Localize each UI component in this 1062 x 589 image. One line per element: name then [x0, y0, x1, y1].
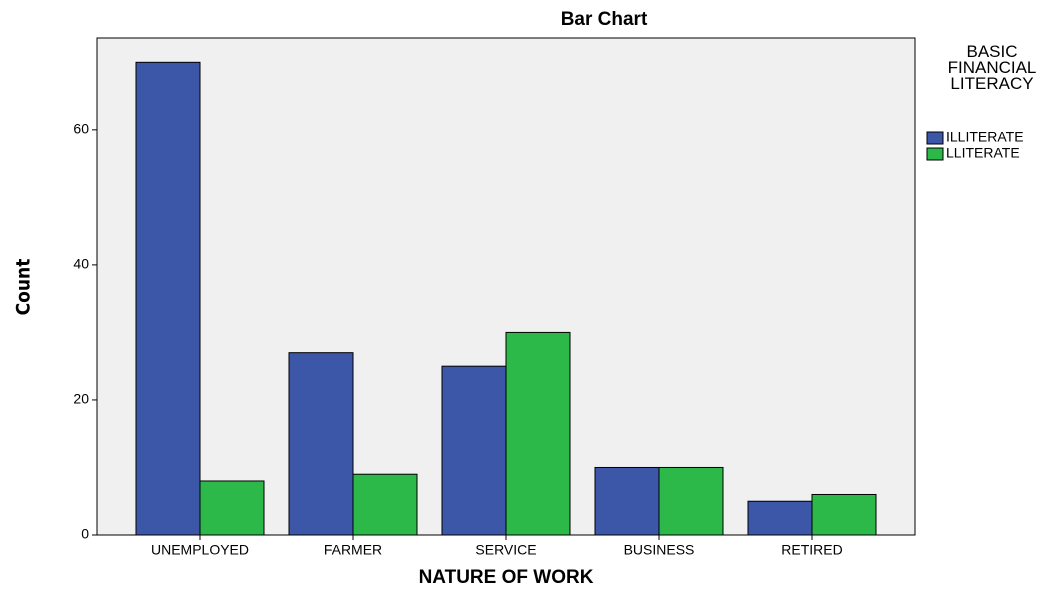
x-tick-label: FARMER — [324, 542, 382, 558]
bar — [352, 473, 418, 536]
x-axis-title: NATURE OF WORK — [419, 567, 594, 588]
chart-title: Bar Chart — [561, 9, 648, 30]
y-tick-label: 60 — [73, 121, 89, 137]
bar — [505, 331, 571, 536]
bar — [441, 365, 507, 536]
legend-label: LLITERATE — [946, 145, 1020, 161]
legend-label: ILLITERATE — [946, 129, 1024, 145]
y-tick-label: 40 — [73, 256, 89, 272]
legend-swatch — [926, 147, 944, 161]
x-tick-label: UNEMPLOYED — [151, 542, 249, 558]
y-axis-title: Count — [13, 259, 35, 316]
bar — [288, 352, 354, 536]
legend-swatch — [926, 131, 944, 145]
bar — [811, 493, 877, 536]
x-tick-label: BUSINESS — [624, 542, 695, 558]
y-tick-label: 0 — [81, 526, 89, 542]
bar — [594, 466, 660, 536]
bar — [199, 480, 265, 536]
y-tick-label: 20 — [73, 391, 89, 407]
legend-title: BASIC FINANCIAL LITERACY — [947, 42, 1037, 93]
x-tick-label: SERVICE — [475, 542, 536, 558]
x-tick-label: RETIRED — [781, 542, 842, 558]
bar — [747, 500, 813, 536]
bar — [135, 61, 201, 536]
bar — [658, 466, 724, 536]
